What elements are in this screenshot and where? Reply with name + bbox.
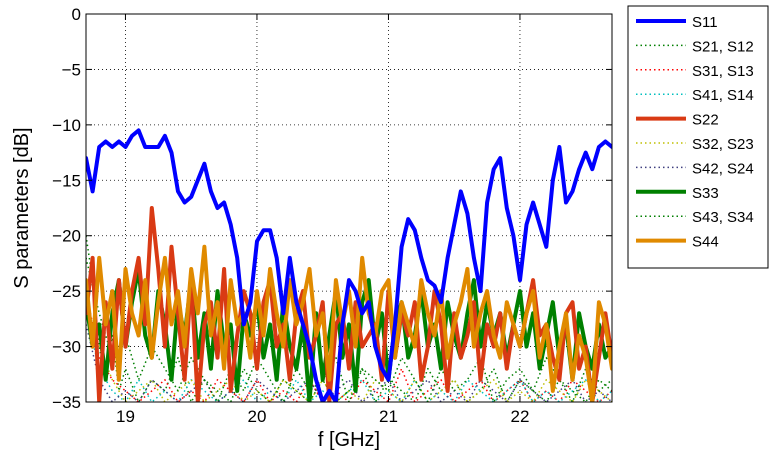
legend-label-s31-s13: S31, S13 — [692, 63, 754, 80]
series-layer — [86, 128, 612, 402]
legend-label-s32-s23: S32, S23 — [692, 136, 754, 153]
x-tick-label: 22 — [510, 407, 529, 426]
series-line-s43-s34 — [86, 257, 612, 402]
axis-ticks: 19 20 21 22 0 −5 −10 −15 −20 −25 −30 −35 — [52, 5, 612, 426]
series-line-s11 — [86, 128, 612, 402]
x-axis-label: f [GHz] — [318, 429, 380, 451]
legend-label-s11: S11 — [692, 14, 718, 31]
y-tick-label: −25 — [52, 282, 81, 301]
x-tick-label: 19 — [116, 407, 135, 426]
y-tick-label: −15 — [52, 171, 81, 190]
y-axis-label: S parameters [dB] — [11, 127, 33, 288]
plot-frame — [85, 13, 613, 403]
legend-label-s43-s34: S43, S34 — [692, 209, 754, 226]
x-tick-label: 21 — [379, 407, 398, 426]
legend-label-s22: S22 — [692, 112, 719, 129]
grid-lines — [86, 14, 612, 402]
x-tick-label: 20 — [247, 407, 266, 426]
y-tick-label: −20 — [52, 227, 81, 246]
y-tick-label: −5 — [62, 60, 81, 79]
legend-label-s21-s12: S21, S12 — [692, 38, 754, 55]
y-tick-label: −30 — [52, 338, 81, 357]
legend: S11 S21, S12 S31, S13 S41, S14 S22 S32, S23 S4… — [627, 5, 769, 269]
y-tick-label: −10 — [52, 116, 81, 135]
legend-label-s41-s14: S41, S14 — [692, 87, 754, 104]
legend-label-s33: S33 — [692, 185, 719, 202]
legend-box — [627, 5, 769, 269]
legend-label-s42-s24: S42, S24 — [692, 160, 754, 177]
y-tick-label: 0 — [72, 5, 81, 24]
legend-label-s44: S44 — [692, 234, 719, 251]
y-tick-label: −35 — [52, 393, 81, 412]
series-line-s42-s24 — [86, 324, 612, 402]
